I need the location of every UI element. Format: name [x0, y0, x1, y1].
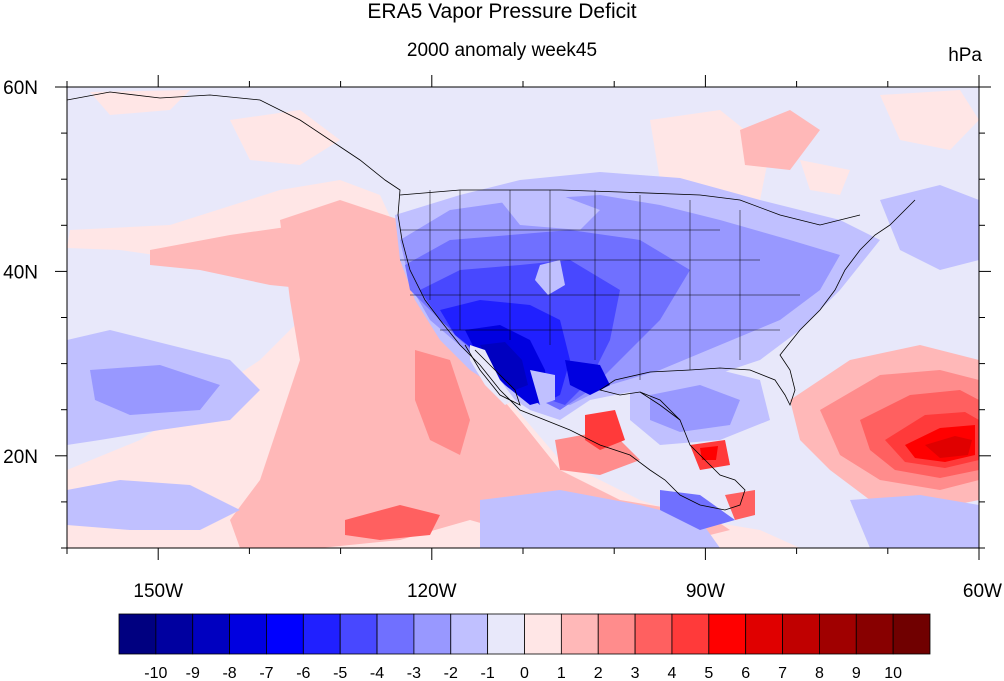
axis-tick-labels: 150W 120W 90W 60W 60N 40N 20N — [3, 78, 1002, 602]
map-title: ERA5 Vapor Pressure Deficit — [367, 0, 637, 23]
lon-tick-label: 90W — [686, 581, 725, 602]
colorbar-label: -8 — [222, 665, 236, 681]
colorbar-label: 6 — [741, 665, 750, 681]
colorbar-label: 7 — [778, 665, 787, 681]
lat-tick-label: 60N — [3, 78, 38, 99]
colorbar-label: 5 — [704, 665, 713, 681]
colorbar-label: 0 — [520, 665, 529, 681]
lat-tick-label: 20N — [3, 447, 38, 468]
colorbar-swatch — [855, 613, 894, 655]
units-label: hPa — [948, 45, 982, 66]
anomaly-field — [67, 87, 979, 548]
colorbar-swatch — [118, 613, 157, 655]
colorbar-label: -3 — [407, 665, 421, 681]
colorbar-swatch — [745, 613, 783, 655]
colorbar-swatch — [155, 613, 194, 655]
map-subtitle: 2000 anomaly week45 — [406, 40, 598, 61]
coastlines — [67, 91, 916, 511]
colorbar-label: 1 — [557, 665, 566, 681]
colorbar-label: -2 — [444, 665, 458, 681]
colorbar-label: 4 — [668, 665, 677, 681]
colorbar-label: -9 — [186, 665, 200, 681]
colorbar-swatch — [671, 613, 710, 655]
lon-tick-label: 60W — [963, 581, 1002, 602]
colorbar-label: -1 — [481, 665, 495, 681]
colorbar-swatch — [192, 613, 230, 655]
colorbar-swatch — [560, 613, 599, 655]
colorbar-label: 3 — [631, 665, 640, 681]
state-boundaries — [400, 190, 800, 380]
colorbar-labels: -10 -9 -8 -7 -6 -5 -4 -3 -2 -1 0 1 2 3 4 5 6 7 8 9 10 — [144, 665, 902, 681]
colorbar-label: 10 — [884, 665, 902, 681]
colorbar-swatch — [782, 613, 820, 655]
colorbar-swatch — [708, 613, 747, 655]
colorbar-label: -6 — [296, 665, 310, 681]
colorbar-swatch — [450, 613, 489, 655]
colorbar-swatch — [524, 613, 562, 655]
lon-tick-label: 120W — [407, 581, 457, 602]
colorbar-swatch — [597, 613, 636, 655]
colorbar — [118, 613, 931, 655]
colorbar-swatch — [229, 613, 267, 655]
colorbar-swatch — [266, 613, 304, 655]
colorbar-swatch — [892, 613, 931, 655]
colorbar-label: -5 — [333, 665, 347, 681]
colorbar-label: 2 — [594, 665, 603, 681]
axis-ticks — [55, 75, 991, 560]
colorbar-label: -10 — [144, 665, 167, 681]
lat-tick-label: 40N — [3, 262, 38, 283]
colorbar-label: 8 — [815, 665, 824, 681]
colorbar-swatch — [413, 613, 452, 655]
colorbar-swatch — [376, 613, 415, 655]
colorbar-swatch — [302, 613, 341, 655]
colorbar-label: 9 — [852, 665, 861, 681]
colorbar-swatch — [339, 613, 378, 655]
colorbar-swatch — [819, 613, 857, 655]
colorbar-swatch — [487, 613, 525, 655]
colorbar-swatch — [634, 613, 673, 655]
colorbar-label: -4 — [370, 665, 384, 681]
lon-tick-label: 150W — [133, 581, 183, 602]
colorbar-label: -7 — [259, 665, 273, 681]
